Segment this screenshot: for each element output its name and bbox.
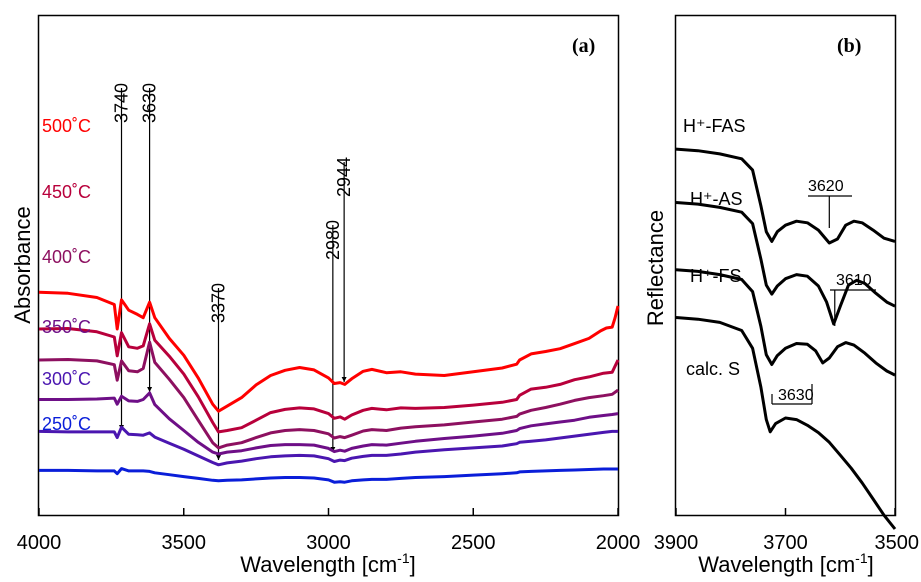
panel-b-xlabel-main: Wavelength [cm: [698, 552, 855, 577]
panel-b-peak-markers: 3620 3610 3630: [771, 178, 876, 405]
series-line: [38, 340, 619, 450]
series-line: [675, 147, 896, 245]
peak-label: 2944: [334, 157, 354, 197]
x-tick-label: 3000: [306, 532, 351, 554]
panel-b-frame: [674, 14, 897, 517]
panel-a-series: [38, 290, 620, 484]
x-tick-label: 3900: [654, 532, 699, 554]
peak-label: 3630: [778, 387, 814, 404]
panel-a-xlabel-main: Wavelength [cm: [240, 552, 397, 577]
series-line: [675, 201, 896, 326]
peak-marker-arrow: [341, 377, 347, 382]
panel-a-x-ticks: 4000 3500 3000 2500 2000: [17, 508, 641, 554]
panel-a-xlabel-close: ]: [410, 552, 416, 577]
series-line: [38, 322, 620, 434]
peak-label: 3630: [140, 83, 160, 123]
peak-marker-arrow: [215, 455, 221, 460]
peak-label: 3620: [808, 178, 844, 195]
x-tick-label: 4000: [17, 532, 62, 554]
panel-b-series-labels: H⁺-FAS H⁺-AS H⁺-FS calc. S: [683, 116, 746, 379]
x-tick-label: 3500: [875, 532, 920, 554]
series-line: [38, 425, 618, 467]
series-label: 450˚C: [42, 182, 91, 202]
x-tick-label: 2500: [451, 532, 496, 554]
peak-label: 2980: [323, 220, 343, 260]
x-tick-label: 2000: [596, 532, 641, 554]
series-line: [675, 268, 896, 377]
panel-b-label: (b): [837, 35, 861, 57]
panel-b-ylabel: Reflectance: [643, 210, 668, 326]
series-line: [38, 290, 620, 413]
x-tick-label: 3500: [162, 532, 207, 554]
peak-label: 3740: [112, 83, 132, 123]
panel-b-x-ticks: 3900 3700 3500: [654, 508, 919, 554]
panel-a-frame: [37, 14, 620, 517]
panel-b-xlabel-close: ]: [868, 552, 874, 577]
series-label: 350˚C: [42, 317, 91, 337]
peak-label: 3610: [836, 272, 872, 289]
series-label: 500˚C: [42, 116, 91, 136]
series-label: 250˚C: [42, 414, 91, 434]
series-label: H⁺-AS: [690, 189, 743, 209]
x-tick-label: 3700: [763, 532, 808, 554]
series-label: calc. S: [686, 359, 740, 379]
series-label: H⁺-FAS: [683, 116, 746, 136]
panel-a-label: (a): [572, 35, 595, 57]
panel-b-series: [675, 147, 897, 530]
series-line: [39, 467, 618, 484]
panel-a-xlabel-sup: -1: [397, 550, 410, 566]
panel-b-xlabel-sup: -1: [855, 550, 868, 566]
panel-a-series-labels: 500˚C 450˚C 400˚C 350˚C 300˚C 250˚C: [42, 116, 91, 434]
series-label: 300˚C: [42, 369, 91, 389]
panel-a-xlabel: Wavelength [cm-1]: [240, 550, 416, 577]
series-label: 400˚C: [42, 247, 91, 267]
series-line: [675, 316, 897, 530]
panel-a-ylabel: Absorbance: [10, 206, 35, 323]
peak-marker-arrow: [147, 387, 153, 392]
series-label: H⁺-FS: [690, 266, 742, 286]
series-line: [39, 391, 619, 456]
peak-label: 3370: [208, 283, 228, 323]
panel-b-xlabel: Wavelength [cm-1]: [698, 550, 874, 577]
